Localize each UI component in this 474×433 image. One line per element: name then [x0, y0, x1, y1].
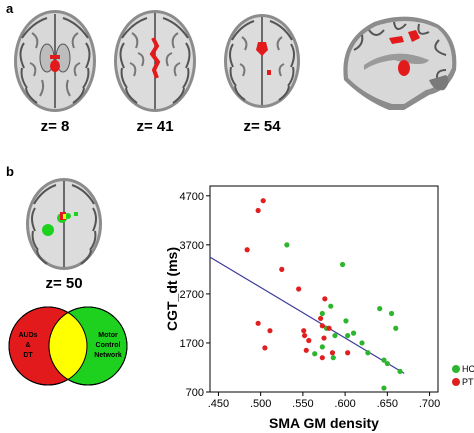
slice-label-z41: z= 41 [136, 118, 174, 135]
panel-b-letter: b [6, 164, 14, 179]
axial-slice-2 [114, 10, 196, 112]
x-axis-title: SMA GM density [269, 415, 379, 431]
plot-frame [209, 185, 439, 393]
point-hc [328, 303, 334, 309]
point-hc [312, 351, 318, 357]
point-pt [260, 198, 266, 204]
venn-overlap [49, 307, 87, 385]
slice-label-z8: z= 8 [40, 118, 70, 135]
point-pt [322, 296, 328, 302]
venn-left-line-2: & [25, 342, 30, 349]
x-tick-label: .700 [419, 398, 440, 410]
point-hc [365, 350, 371, 356]
point-hc [339, 261, 346, 268]
venn-left-line-1: AUDs [18, 332, 37, 339]
point-hc [345, 332, 351, 339]
point-pt [301, 328, 307, 334]
point-hc [381, 385, 387, 391]
venn-right-line-2: Control [96, 342, 121, 349]
x-tick-label: .600 [334, 398, 355, 410]
point-hc [388, 310, 395, 317]
venn-left-line-3: DT [23, 352, 33, 359]
point-hc [384, 360, 390, 367]
point-pt [262, 345, 268, 351]
point-hc [359, 340, 365, 346]
y-tick-label: 3700 [180, 240, 204, 252]
y-axis-title: CGT_dt (ms) [164, 247, 180, 331]
point-hc [393, 325, 399, 331]
point-hc [284, 242, 290, 248]
point-pt [321, 335, 327, 341]
point-hc [319, 310, 325, 317]
point-pt [319, 323, 325, 329]
point-pt [267, 328, 273, 334]
y-tick-label: 4700 [180, 191, 204, 203]
x-tick-label: .500 [250, 398, 271, 410]
axial-slice-1 [14, 10, 96, 112]
sagittal-slice [343, 16, 457, 111]
x-tick-label: .550 [292, 398, 313, 410]
legend-marker-pt [452, 378, 460, 386]
point-hc [332, 332, 338, 339]
x-tick-label: .450 [208, 398, 229, 410]
legend-label-pt: PT [462, 377, 474, 387]
point-pt [329, 350, 336, 356]
legend-marker-hc [452, 365, 460, 373]
point-pt [244, 247, 250, 253]
y-tick-label: 1700 [180, 338, 204, 350]
point-hc [377, 306, 383, 312]
legend-label-hc: HC [462, 364, 474, 374]
point-hc [330, 355, 336, 361]
point-pt [319, 355, 325, 361]
point-pt [301, 332, 308, 339]
point-pt [296, 286, 302, 292]
point-pt [345, 350, 351, 356]
regression-line [209, 256, 405, 374]
point-pt [279, 266, 285, 272]
point-pt [306, 337, 312, 344]
point-pt [255, 320, 261, 326]
venn-right-line-1: Motor [98, 332, 118, 339]
x-tick-label: .650 [377, 398, 398, 410]
slice-label-z50: z= 50 [45, 275, 83, 292]
point-hc [381, 357, 387, 363]
axial-slice-overlay [26, 178, 102, 270]
panel-a-letter: a [6, 1, 14, 16]
point-pt [255, 207, 261, 214]
y-tick-label: 700 [186, 387, 204, 399]
slice-label-z54: z= 54 [243, 118, 281, 135]
point-pt [303, 347, 309, 353]
point-pt [318, 315, 324, 322]
venn-right-line-3: Network [94, 352, 122, 359]
axial-slice-3 [224, 14, 300, 108]
point-hc [319, 344, 325, 350]
point-pt [326, 325, 332, 331]
point-hc [350, 330, 357, 336]
y-tick-label: 2700 [180, 289, 204, 301]
venn-diagram: AUDs & DT Motor Control Network [8, 306, 128, 386]
point-hc [397, 368, 403, 374]
point-hc [343, 318, 349, 324]
